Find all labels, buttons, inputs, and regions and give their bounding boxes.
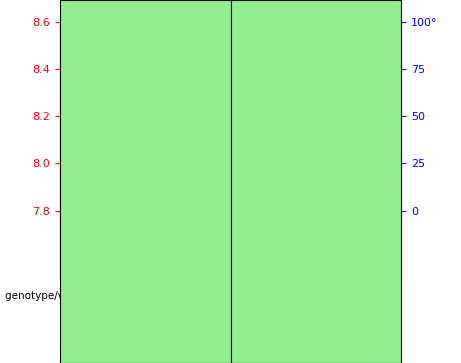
Bar (60, 340, 74, 352)
Text: genotype/variation ▶: genotype/variation ▶ (5, 291, 115, 301)
Bar (78, 100, 98, 211)
Bar (192, 199, 212, 211)
Point (142, 30, 149, 36)
Text: GSM1327827: GSM1327827 (84, 216, 93, 276)
Text: GSM1327832: GSM1327832 (368, 216, 377, 276)
Bar (306, 55, 326, 211)
Text: GSM1327831: GSM1327831 (311, 216, 320, 276)
Text: percentile rank within the sample: percentile rank within the sample (83, 342, 259, 352)
Point (85, 32, 92, 38)
Text: transformed count: transformed count (83, 318, 180, 328)
Text: GSM1327830: GSM1327830 (254, 216, 263, 276)
Point (312, 30, 319, 36)
Point (369, 34, 376, 40)
Title: GDS4785 / 1450869_at: GDS4785 / 1450869_at (142, 3, 319, 19)
Point (255, 26, 263, 32)
Text: SRC-2 null: SRC-2 null (285, 175, 346, 188)
Bar (249, 22, 269, 211)
Text: GSM1327828: GSM1327828 (141, 216, 150, 276)
Point (198, 34, 206, 40)
Bar (60, 317, 74, 329)
Bar (135, 62, 155, 211)
Bar (363, 154, 383, 211)
Text: GSM1327829: GSM1327829 (198, 216, 207, 276)
Text: wild type: wild type (118, 175, 172, 188)
